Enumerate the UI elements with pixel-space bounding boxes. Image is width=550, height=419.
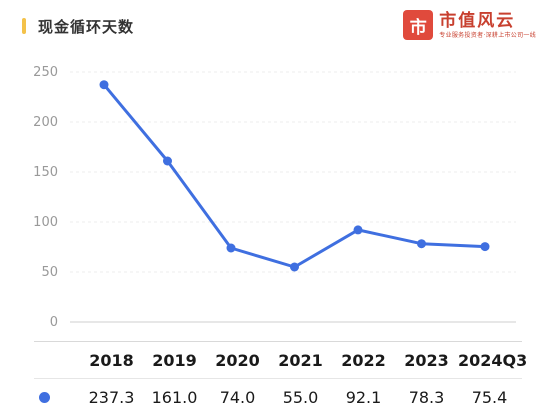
table-year-cell: 2022 bbox=[341, 350, 386, 370]
series-dot-icon bbox=[39, 391, 50, 403]
y-tick-label: 50 bbox=[41, 265, 58, 280]
y-tick-label: 200 bbox=[33, 115, 58, 130]
title-accent-bar bbox=[22, 18, 26, 34]
brand-logo-icon: 市 bbox=[403, 10, 434, 40]
data-point bbox=[290, 262, 299, 272]
table-year-cell: 2018 bbox=[89, 350, 134, 370]
chart-header: 现金循环天数 bbox=[22, 15, 134, 37]
series-legend-key bbox=[34, 391, 80, 403]
brand-watermark: 市 市值风云 专业服务投资者·深耕上市公司一线 bbox=[403, 10, 536, 40]
table-year-cell: 2019 bbox=[152, 350, 197, 370]
data-table: 2018 2019 2020 2021 2022 2023 2024Q3 237… bbox=[34, 341, 528, 415]
table-value-cell: 92.1 bbox=[345, 387, 382, 407]
series-line bbox=[102, 83, 487, 269]
table-value-cell: 78.3 bbox=[408, 387, 445, 407]
brand-logo-char: 市 bbox=[409, 17, 427, 38]
chart-title: 现金循环天数 bbox=[38, 17, 135, 36]
table-value-cell: 55.0 bbox=[282, 387, 319, 407]
data-point bbox=[353, 225, 363, 235]
table-value-cell: 74.0 bbox=[219, 387, 256, 407]
line-chart: 0 50 100 150 200 250 bbox=[33, 65, 516, 330]
y-tick-label: 250 bbox=[33, 65, 58, 80]
table-year-row: 2018 2019 2020 2021 2022 2023 2024Q3 bbox=[34, 342, 528, 379]
table-year-cell: 2023 bbox=[404, 350, 449, 370]
y-tick-label: 100 bbox=[33, 215, 58, 230]
table-value-cell: 75.4 bbox=[471, 387, 508, 407]
data-point bbox=[99, 80, 109, 90]
data-point bbox=[163, 156, 172, 166]
data-point bbox=[417, 239, 426, 249]
brand-name: 市值风云 bbox=[439, 10, 516, 31]
brand-slogan: 专业服务投资者·深耕上市公司一线 bbox=[439, 31, 536, 39]
table-year-cell: 2021 bbox=[278, 350, 323, 370]
table-year-cell: 2020 bbox=[215, 350, 260, 370]
table-year-cell: 2024Q3 bbox=[458, 350, 528, 370]
data-point bbox=[480, 242, 490, 252]
y-tick-label: 150 bbox=[33, 165, 58, 180]
table-value-cell: 237.3 bbox=[88, 387, 135, 407]
y-tick-label: 0 bbox=[50, 315, 58, 330]
table-value-cell: 161.0 bbox=[151, 387, 198, 407]
brand-text: 市值风云 专业服务投资者·深耕上市公司一线 bbox=[439, 11, 536, 40]
data-point bbox=[226, 243, 236, 253]
table-value-row: 237.3 161.0 74.0 55.0 92.1 78.3 75.4 bbox=[34, 379, 522, 415]
